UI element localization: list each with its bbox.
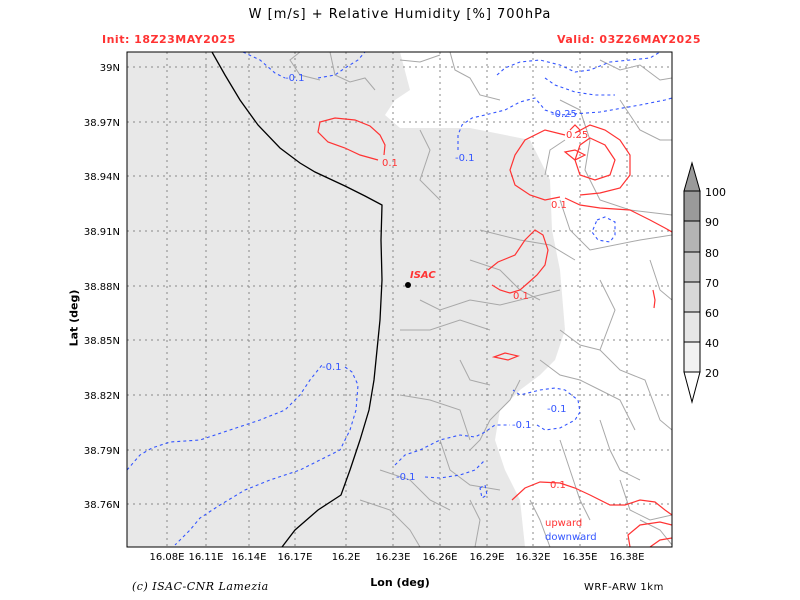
station-label: ISAC bbox=[410, 270, 436, 281]
x-tick-labels: 16.08E 16.11E 16.14E 16.17E 16.2E 16.23E… bbox=[150, 552, 645, 563]
colorbar-label: 90 bbox=[705, 216, 719, 229]
x-tick-label: 16.08E bbox=[150, 552, 185, 563]
colorbar-segment bbox=[683, 311, 701, 343]
x-tick-label: 16.14E bbox=[232, 552, 267, 563]
contour-label: -0.1 bbox=[396, 472, 416, 483]
x-tick-label: 16.17E bbox=[278, 552, 313, 563]
colorbar: 100 90 80 70 60 40 20 bbox=[683, 161, 726, 404]
y-tick-label: 38.79N bbox=[84, 446, 120, 457]
x-tick-label: 16.38E bbox=[610, 552, 645, 563]
coastline bbox=[211, 52, 383, 547]
grid bbox=[127, 52, 672, 547]
model-text: WRF-ARW 1km bbox=[584, 582, 664, 593]
colorbar-bottom-cap bbox=[683, 371, 701, 404]
contour-label: -0.1 bbox=[547, 404, 567, 415]
contour-label: -0.1 bbox=[512, 420, 532, 431]
station-marker bbox=[405, 282, 411, 288]
chart-title: W [m/s] + Relative Humidity [%] 700hPa bbox=[248, 7, 552, 22]
x-axis-label: Lon (deg) bbox=[370, 576, 430, 589]
colorbar-label: 20 bbox=[705, 367, 719, 380]
x-tick-label: 16.35E bbox=[563, 552, 598, 563]
y-tick-label: 38.85N bbox=[84, 336, 120, 347]
y-tick-label: 38.97N bbox=[84, 118, 120, 129]
contour-labels: -0.1 -0.1 -0.25 0.25 0.1 0.1 0.1 -0.1 -0… bbox=[285, 73, 588, 491]
legend-downward: downward bbox=[545, 532, 597, 543]
colorbar-label: 80 bbox=[705, 247, 719, 260]
y-tick-label: 38.88N bbox=[84, 282, 120, 293]
terrain-contours bbox=[289, 52, 672, 547]
colorbar-label: 60 bbox=[705, 307, 719, 320]
plot-frame bbox=[126, 51, 673, 548]
upward-contours bbox=[317, 117, 672, 547]
contour-label: -0.1 bbox=[455, 153, 475, 164]
contour-label: 0.25 bbox=[566, 130, 588, 141]
y-tick-labels: 39N 38.97N 38.94N 38.91N 38.88N 38.85N 3… bbox=[84, 63, 120, 511]
y-tick-label: 39N bbox=[100, 63, 120, 74]
colorbar-top-cap bbox=[683, 161, 701, 192]
contour-label: -0.25 bbox=[551, 109, 577, 120]
contour-label: 0.1 bbox=[551, 200, 567, 211]
x-tick-label: 16.29E bbox=[470, 552, 505, 563]
valid-time: Valid: 03Z26MAY2025 bbox=[556, 33, 701, 46]
y-tick-label: 38.76N bbox=[84, 500, 120, 511]
x-tick-label: 16.23E bbox=[376, 552, 411, 563]
colorbar-segment bbox=[683, 190, 701, 222]
contour-label: 0.1 bbox=[550, 480, 566, 491]
colorbar-label: 40 bbox=[705, 337, 719, 350]
x-tick-label: 16.2E bbox=[332, 552, 361, 563]
colorbar-label: 100 bbox=[705, 186, 726, 199]
x-tick-label: 16.11E bbox=[189, 552, 224, 563]
contour-label: -0.1 bbox=[322, 362, 342, 373]
colorbar-label: 70 bbox=[705, 277, 719, 290]
contour-label: 0.1 bbox=[382, 158, 398, 169]
contour-label: -0.1 bbox=[285, 73, 305, 84]
y-tick-label: 38.94N bbox=[84, 172, 120, 183]
legend-upward: upward bbox=[545, 518, 582, 529]
x-tick-label: 16.32E bbox=[516, 552, 551, 563]
colorbar-segment bbox=[683, 251, 701, 283]
downward-contours bbox=[127, 52, 672, 546]
y-tick-label: 38.91N bbox=[84, 227, 120, 238]
y-axis-label: Lat (deg) bbox=[67, 289, 81, 347]
y-tick-label: 38.82N bbox=[84, 391, 120, 402]
init-time: Init: 18Z23MAY2025 bbox=[102, 33, 236, 46]
colorbar-segment bbox=[683, 220, 701, 253]
colorbar-segment bbox=[683, 281, 701, 313]
colorbar-segment bbox=[683, 341, 701, 373]
x-tick-label: 16.26E bbox=[423, 552, 458, 563]
plot-area: -0.1 -0.1 -0.25 0.25 0.1 0.1 0.1 -0.1 -0… bbox=[127, 52, 672, 547]
contour-label: 0.1 bbox=[513, 291, 529, 302]
credit-text: (c) ISAC-CNR Lamezia bbox=[132, 580, 269, 593]
